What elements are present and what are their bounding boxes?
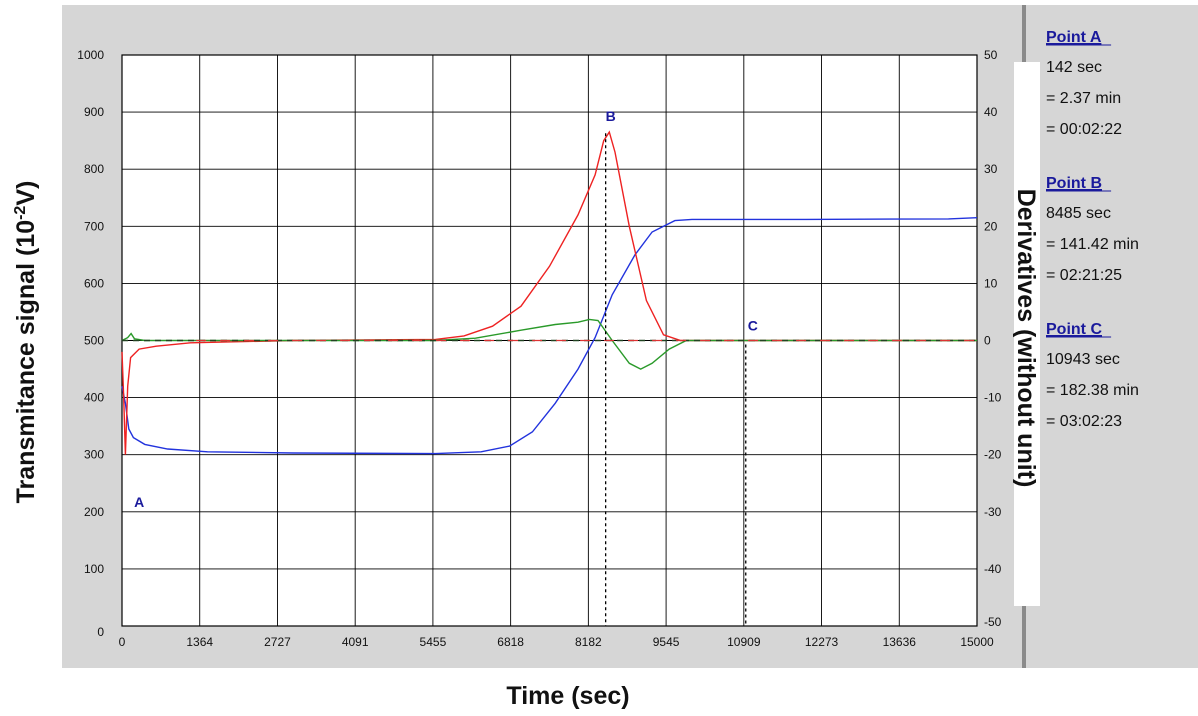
y-tick-label: 200 bbox=[84, 505, 104, 519]
series-line-1 bbox=[121, 217, 978, 455]
series-line-3 bbox=[121, 318, 977, 370]
y2-tick-label: -10 bbox=[984, 391, 1002, 405]
x-axis-title: Time (sec) bbox=[506, 682, 629, 710]
point-c-title: Point C bbox=[1046, 321, 1102, 338]
x-tick-label: 2727 bbox=[264, 635, 291, 649]
y2-tick-label: 10 bbox=[984, 276, 998, 290]
y2-tick-label: -40 bbox=[984, 562, 1002, 576]
y-tick-label: 400 bbox=[84, 391, 104, 405]
y2-tick-label: 20 bbox=[984, 219, 998, 233]
markers-group: A B C bbox=[134, 108, 758, 626]
y2-tick-label: 40 bbox=[984, 105, 998, 119]
x-tick-label: 9545 bbox=[653, 635, 680, 649]
series-group bbox=[121, 130, 978, 455]
y-tick-label: 600 bbox=[84, 276, 104, 290]
point-b-title: Point B bbox=[1046, 175, 1102, 192]
y-tick-label: 500 bbox=[84, 334, 104, 348]
y2-tick-label: -30 bbox=[984, 505, 1002, 519]
marker-label-b: B bbox=[606, 108, 616, 124]
y2-tick-label: 50 bbox=[984, 48, 998, 62]
x-tick-label: 4091 bbox=[342, 635, 369, 649]
x-tick-label: 0 bbox=[119, 635, 126, 649]
marker-label-c: C bbox=[748, 318, 758, 334]
y-tick-label: 100 bbox=[84, 562, 104, 576]
point-b-line: = 02:21:25 bbox=[1046, 267, 1122, 284]
x-tick-label: 8182 bbox=[575, 635, 602, 649]
y-tick-label: 1000 bbox=[77, 48, 104, 62]
point-c-line: 10943 sec bbox=[1046, 351, 1120, 368]
x-tick-label: 5455 bbox=[420, 635, 447, 649]
point-c-line: = 03:02:23 bbox=[1046, 413, 1122, 430]
point-a-line: = 2.37 min bbox=[1046, 90, 1121, 107]
y-tick-label: 300 bbox=[84, 448, 104, 462]
point-a-line: = 00:02:22 bbox=[1046, 121, 1122, 138]
y-axis-title: Transmitance signal (10-2V) bbox=[12, 181, 40, 504]
x-tick-label: 10909 bbox=[727, 635, 761, 649]
point-c-line: = 182.38 min bbox=[1046, 382, 1139, 399]
x-tick-label: 12273 bbox=[805, 635, 839, 649]
x-tick-label: 15000 bbox=[960, 635, 994, 649]
y2-tick-label: 30 bbox=[984, 162, 998, 176]
y-tick-label: 700 bbox=[84, 219, 104, 233]
y2-axis-title: Derivatives (without unit) bbox=[1012, 189, 1040, 488]
y-tick-label: 900 bbox=[84, 105, 104, 119]
point-b-line: = 141.42 min bbox=[1046, 236, 1139, 253]
tick-labels: 0 1364 2727 4091 5455 6818 8182 9545 10909 12273 1… bbox=[77, 48, 1001, 649]
y-tick-label: 800 bbox=[84, 162, 104, 176]
y2-tick-label: 0 bbox=[984, 334, 991, 348]
point-a-line: 142 sec bbox=[1046, 59, 1102, 76]
y-tick-label: 0 bbox=[97, 625, 104, 639]
x-tick-label: 1364 bbox=[186, 635, 213, 649]
y2-tick-label: -50 bbox=[984, 615, 1002, 629]
x-tick-label: 6818 bbox=[497, 635, 524, 649]
right-title-band bbox=[1014, 62, 1040, 606]
point-a-title: Point A bbox=[1046, 29, 1102, 46]
marker-label-a: A bbox=[134, 494, 144, 510]
points-panel: Point A 142 sec = 2.37 min = 00:02:22 Point … bbox=[1046, 29, 1139, 430]
series-line-2 bbox=[121, 130, 977, 455]
x-tick-label: 13636 bbox=[883, 635, 917, 649]
y2-tick-label: -20 bbox=[984, 448, 1002, 462]
point-b-line: 8485 sec bbox=[1046, 205, 1111, 222]
